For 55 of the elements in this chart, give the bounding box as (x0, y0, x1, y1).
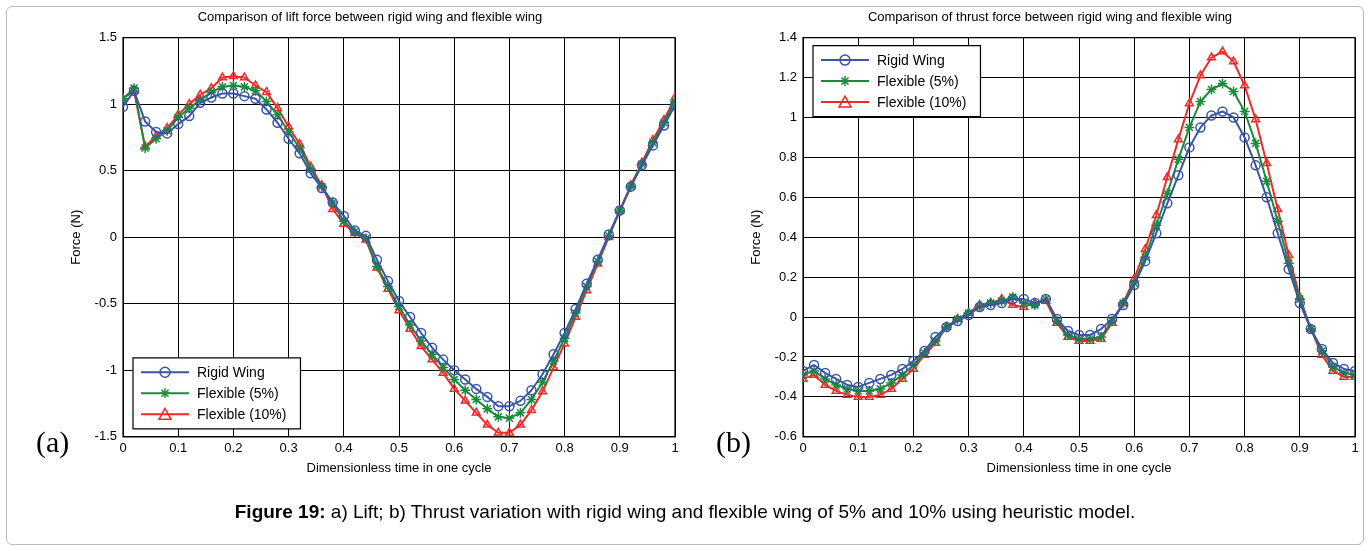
x-tick-label: 0.3 (279, 440, 298, 456)
x-tick-label: 0.5 (1069, 440, 1089, 456)
caption: Figure 19: a) Lift; b) Thrust variation with rigid wing and flexible wing of 5% and 10% using heuristic model. (233, 501, 1137, 523)
y-tick-label: 1.5 (98, 29, 117, 45)
legend-label: Flexible (10%) (197, 406, 287, 423)
x-tick-label: 0.9 (610, 440, 629, 456)
y-tick-label: 1 (789, 109, 797, 125)
text: (a) (36, 425, 70, 459)
x-tick-label: 0.1 (169, 440, 188, 456)
y-tick-label: 1.2 (778, 69, 797, 85)
y-tick-label: 0.4 (778, 228, 797, 244)
x-tick-label: 0.8 (1235, 440, 1254, 456)
y-tick-label: 0 (109, 228, 117, 244)
x-tick-label: 0.1 (849, 440, 868, 456)
chart-title: Comparison of lift force between rigid wing and flexible wing (197, 9, 543, 25)
y-tick-label: 0 (789, 308, 797, 324)
x-tick-label: 1 (671, 440, 679, 456)
y-axis-title: Force (N) (68, 209, 84, 265)
x-tick-label: 0 (119, 440, 127, 456)
text: (b) (716, 425, 751, 459)
y-tick-label: -1 (105, 361, 117, 377)
x-tick-label: 0.7 (1180, 440, 1199, 456)
legend-label: Flexible (10%) (877, 93, 967, 110)
x-tick-label: 0 (799, 440, 807, 456)
legend-label: Flexible (5%) (197, 385, 279, 402)
x-axis-title: Dimensionless time in one cycle (986, 459, 1172, 475)
x-tick-label: 0.6 (445, 440, 464, 456)
legend-label: Rigid Wing (877, 51, 945, 68)
x-tick-label: 0.2 (904, 440, 923, 456)
x-tick-label: 0.4 (1014, 440, 1033, 456)
chart-title: Comparison of thrust force between rigid wing and flexible wing (867, 9, 1233, 25)
x-tick-label: 0.3 (959, 440, 978, 456)
y-tick-label: -0.6 (774, 428, 797, 444)
x-tick-label: 0.4 (334, 440, 353, 456)
x-tick-label: 0.7 (500, 440, 519, 456)
y-tick-label: -0.2 (774, 348, 797, 364)
x-tick-label: 0.5 (389, 440, 409, 456)
y-tick-label: 0.2 (778, 268, 797, 284)
x-tick-label: 1 (1351, 440, 1359, 456)
y-tick-label: -0.5 (94, 295, 117, 311)
x-tick-label: 0.9 (1290, 440, 1309, 456)
y-tick-label: -0.4 (774, 388, 797, 404)
y-tick-label: 0.8 (778, 148, 797, 164)
y-tick-label: 1 (109, 95, 117, 111)
x-tick-label: 0.8 (555, 440, 574, 456)
y-axis-title: Force (N) (748, 209, 764, 265)
legend-label: Rigid Wing (197, 364, 265, 381)
y-tick-label: -1.5 (94, 428, 117, 444)
y-tick-label: 1.4 (778, 29, 797, 45)
x-tick-label: 0.2 (224, 440, 243, 456)
legend-label: Flexible (5%) (877, 72, 959, 89)
y-tick-label: 0.6 (778, 188, 797, 204)
y-tick-label: 0.5 (98, 162, 117, 178)
x-axis-title: Dimensionless time in one cycle (306, 459, 492, 475)
x-tick-label: 0.6 (1125, 440, 1144, 456)
